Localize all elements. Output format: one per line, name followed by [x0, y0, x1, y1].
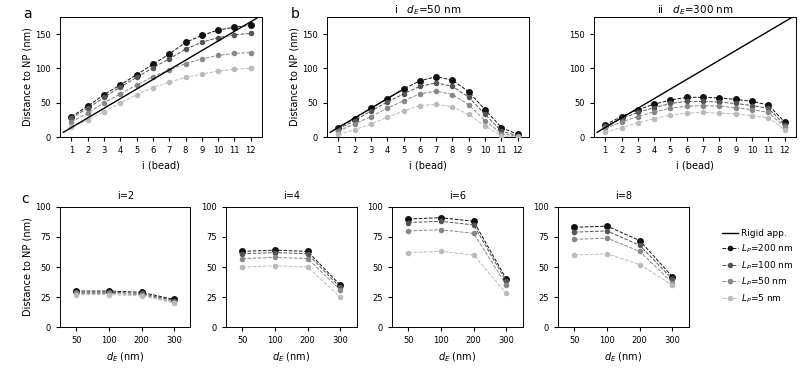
- X-axis label: $d_E$ (nm): $d_E$ (nm): [438, 351, 477, 364]
- Y-axis label: Distance to NP (nm): Distance to NP (nm): [22, 218, 33, 317]
- Text: a: a: [24, 7, 32, 21]
- Title: i=4: i=4: [282, 191, 300, 200]
- X-axis label: $d_E$ (nm): $d_E$ (nm): [604, 351, 642, 364]
- Title: i=6: i=6: [449, 191, 466, 200]
- X-axis label: $d_E$ (nm): $d_E$ (nm): [272, 351, 310, 364]
- Y-axis label: Distance to NP (nm): Distance to NP (nm): [290, 27, 299, 126]
- X-axis label: i (bead): i (bead): [676, 161, 714, 171]
- Text: b: b: [290, 7, 299, 21]
- Y-axis label: Distance to NP (nm): Distance to NP (nm): [22, 27, 33, 126]
- Title: i=2: i=2: [117, 191, 134, 200]
- Legend: Rigid app., $L_P$=200 nm, $L_P$=100 nm, $L_P$=50 nm, $L_P$=5 nm: Rigid app., $L_P$=200 nm, $L_P$=100 nm, …: [722, 229, 794, 305]
- Title: i=8: i=8: [615, 191, 632, 200]
- Title: ii   $d_E$=300 nm: ii $d_E$=300 nm: [657, 3, 734, 17]
- X-axis label: i (bead): i (bead): [409, 161, 447, 171]
- X-axis label: i (bead): i (bead): [142, 161, 180, 171]
- Text: c: c: [21, 193, 29, 206]
- X-axis label: $d_E$ (nm): $d_E$ (nm): [106, 351, 144, 364]
- Title: i   $d_E$=50 nm: i $d_E$=50 nm: [394, 3, 462, 17]
